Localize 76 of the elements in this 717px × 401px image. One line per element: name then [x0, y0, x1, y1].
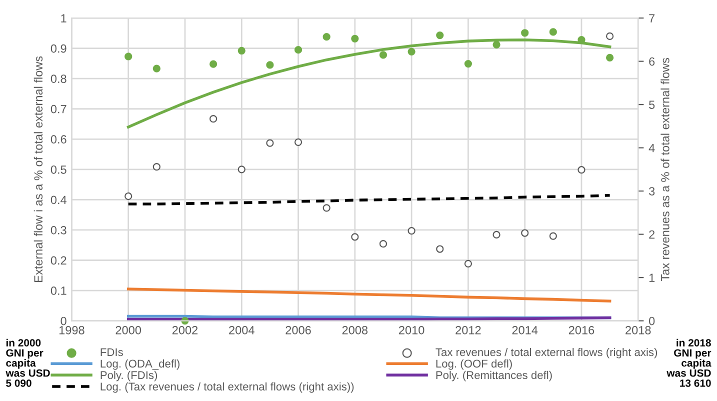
point — [379, 240, 388, 248]
point — [209, 115, 218, 123]
y2-tick-label: 3 — [648, 187, 655, 196]
point — [521, 29, 529, 37]
y2-tick-label: 4 — [648, 144, 655, 152]
legend-label: Log. (Tax revenues / total external flows (right axis)) — [100, 382, 354, 393]
x-tick-label: 2018 — [626, 326, 651, 334]
y2-tick-label: 6 — [649, 57, 655, 66]
point — [266, 139, 274, 147]
y2-tick-label: 1 — [649, 274, 655, 282]
y-tick-label: 0.3 — [50, 226, 66, 234]
point — [351, 34, 359, 42]
y-tick-label: 0.4 — [50, 196, 66, 204]
legend-label: Tax revenues / total external flows (right axis) — [436, 348, 658, 358]
legend-label: Log. (ODA_defl) — [100, 359, 180, 370]
y-tick-label: 1 — [61, 14, 66, 22]
line-series — [126, 288, 612, 303]
legend-label: Poly. (FDIs) — [100, 370, 158, 382]
point — [464, 60, 472, 68]
point — [379, 51, 388, 59]
point — [209, 60, 218, 68]
point — [124, 192, 132, 200]
x-tick-label: 2002 — [172, 326, 198, 334]
y-tick-label: 0 — [60, 316, 66, 326]
legend-label: Poly. (Remittances defl) — [436, 370, 552, 382]
x-tick-label: 2016 — [568, 326, 594, 334]
y2-axis-title: Tax revenues as a % of total external flows — [660, 58, 670, 282]
y-tick-label: 0.9 — [50, 44, 66, 53]
y-tick-label: 0.2 — [50, 256, 66, 265]
line-series — [126, 194, 612, 206]
y2-tick-label: 0 — [649, 316, 655, 326]
y-tick-label: 0.7 — [50, 104, 66, 114]
x-tick-label: 2014 — [512, 326, 538, 334]
y-tick-label: 0.1 — [50, 286, 66, 295]
x-tick-label: 2008 — [342, 326, 368, 334]
point — [152, 64, 160, 72]
y-tick-label: 0.6 — [50, 135, 66, 144]
point — [606, 32, 614, 40]
y-tick-label: 0.8 — [50, 74, 66, 83]
point — [492, 230, 500, 239]
point — [549, 232, 557, 240]
text: in 2018 GNI per capita was USD 13 610 — [666, 338, 712, 387]
point — [549, 28, 557, 36]
y2-tick-label: 7 — [649, 14, 655, 22]
point — [408, 227, 416, 235]
point — [294, 46, 302, 54]
legend-label: Log. (OOF defl) — [436, 359, 512, 370]
point — [578, 166, 586, 174]
x-tick-label: 2006 — [286, 326, 311, 334]
y2-tick-label: 2 — [649, 230, 655, 239]
point — [464, 260, 472, 268]
y2-tick-label: 5 — [649, 100, 655, 109]
point — [521, 229, 529, 237]
x-tick-label: 1998 — [59, 326, 84, 334]
point — [606, 54, 614, 62]
point — [238, 46, 246, 55]
x-tick-label: 2004 — [229, 326, 254, 334]
point — [492, 40, 500, 48]
point — [294, 138, 302, 146]
x-tick-label: 2012 — [456, 326, 481, 334]
point — [322, 204, 330, 212]
point — [238, 166, 246, 174]
point — [436, 245, 444, 253]
text: in 2000 GNI per capita was USD 5 090 — [6, 338, 50, 387]
point — [408, 48, 416, 56]
point — [152, 163, 160, 171]
y-axis-title: External flow i as a % of total external flows — [34, 56, 43, 282]
legend-label: FDIs — [100, 348, 123, 356]
x-tick-label: 2010 — [399, 326, 424, 334]
point — [266, 61, 274, 69]
point — [322, 33, 330, 41]
point — [351, 233, 359, 241]
point — [436, 31, 444, 40]
x-tick-label: 2000 — [116, 326, 142, 334]
point — [124, 52, 132, 60]
y-tick-label: 0.5 — [50, 165, 66, 174]
